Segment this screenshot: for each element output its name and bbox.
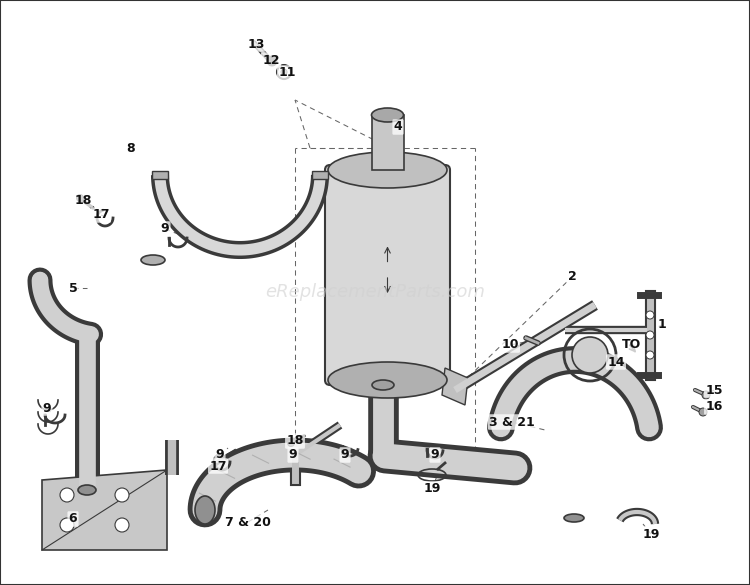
Ellipse shape: [78, 485, 96, 495]
Circle shape: [646, 351, 654, 359]
Polygon shape: [42, 470, 167, 550]
Circle shape: [115, 518, 129, 532]
Circle shape: [60, 488, 74, 502]
Circle shape: [646, 311, 654, 319]
Polygon shape: [442, 368, 468, 405]
Text: 18: 18: [286, 435, 304, 448]
Ellipse shape: [572, 337, 608, 373]
Circle shape: [646, 331, 654, 339]
Ellipse shape: [195, 496, 215, 524]
Text: 9: 9: [430, 449, 439, 462]
Text: 18: 18: [74, 194, 92, 207]
FancyBboxPatch shape: [325, 165, 450, 385]
Text: 19: 19: [423, 483, 441, 495]
Text: 16: 16: [705, 401, 723, 414]
Circle shape: [281, 69, 287, 75]
Text: 9: 9: [340, 449, 350, 462]
Text: 7 & 20: 7 & 20: [225, 515, 271, 528]
Ellipse shape: [371, 163, 404, 177]
Text: 1: 1: [658, 318, 666, 332]
Ellipse shape: [328, 152, 447, 188]
Circle shape: [699, 408, 707, 416]
Text: eReplacementParts.com: eReplacementParts.com: [265, 283, 485, 301]
Text: 19: 19: [642, 528, 660, 541]
Text: 10: 10: [501, 339, 519, 352]
Text: 17: 17: [92, 208, 110, 222]
Text: TO: TO: [622, 339, 641, 352]
Text: 9: 9: [160, 222, 170, 236]
Circle shape: [702, 391, 710, 399]
Ellipse shape: [372, 380, 394, 390]
Circle shape: [76, 194, 83, 201]
Ellipse shape: [141, 255, 165, 265]
Bar: [152, 171, 168, 179]
Text: 9: 9: [216, 449, 224, 462]
Circle shape: [60, 518, 74, 532]
Circle shape: [267, 56, 277, 66]
Text: 15: 15: [705, 384, 723, 397]
Text: 3 & 21: 3 & 21: [489, 415, 535, 428]
Text: 9: 9: [289, 449, 297, 462]
Text: 11: 11: [278, 67, 296, 80]
Text: 8: 8: [127, 142, 135, 154]
Text: 2: 2: [568, 270, 576, 284]
Text: 9: 9: [43, 401, 51, 415]
Circle shape: [115, 488, 129, 502]
Text: 4: 4: [394, 121, 402, 133]
Text: 14: 14: [608, 356, 625, 369]
Ellipse shape: [371, 108, 404, 122]
Text: 6: 6: [69, 512, 77, 525]
Text: 12: 12: [262, 53, 280, 67]
Ellipse shape: [328, 362, 447, 398]
Text: 17: 17: [209, 459, 226, 473]
Ellipse shape: [564, 514, 584, 522]
Bar: [371, 115, 404, 170]
Text: 5: 5: [69, 281, 77, 294]
Circle shape: [287, 439, 295, 446]
Bar: [312, 171, 328, 179]
Text: 13: 13: [248, 37, 265, 50]
